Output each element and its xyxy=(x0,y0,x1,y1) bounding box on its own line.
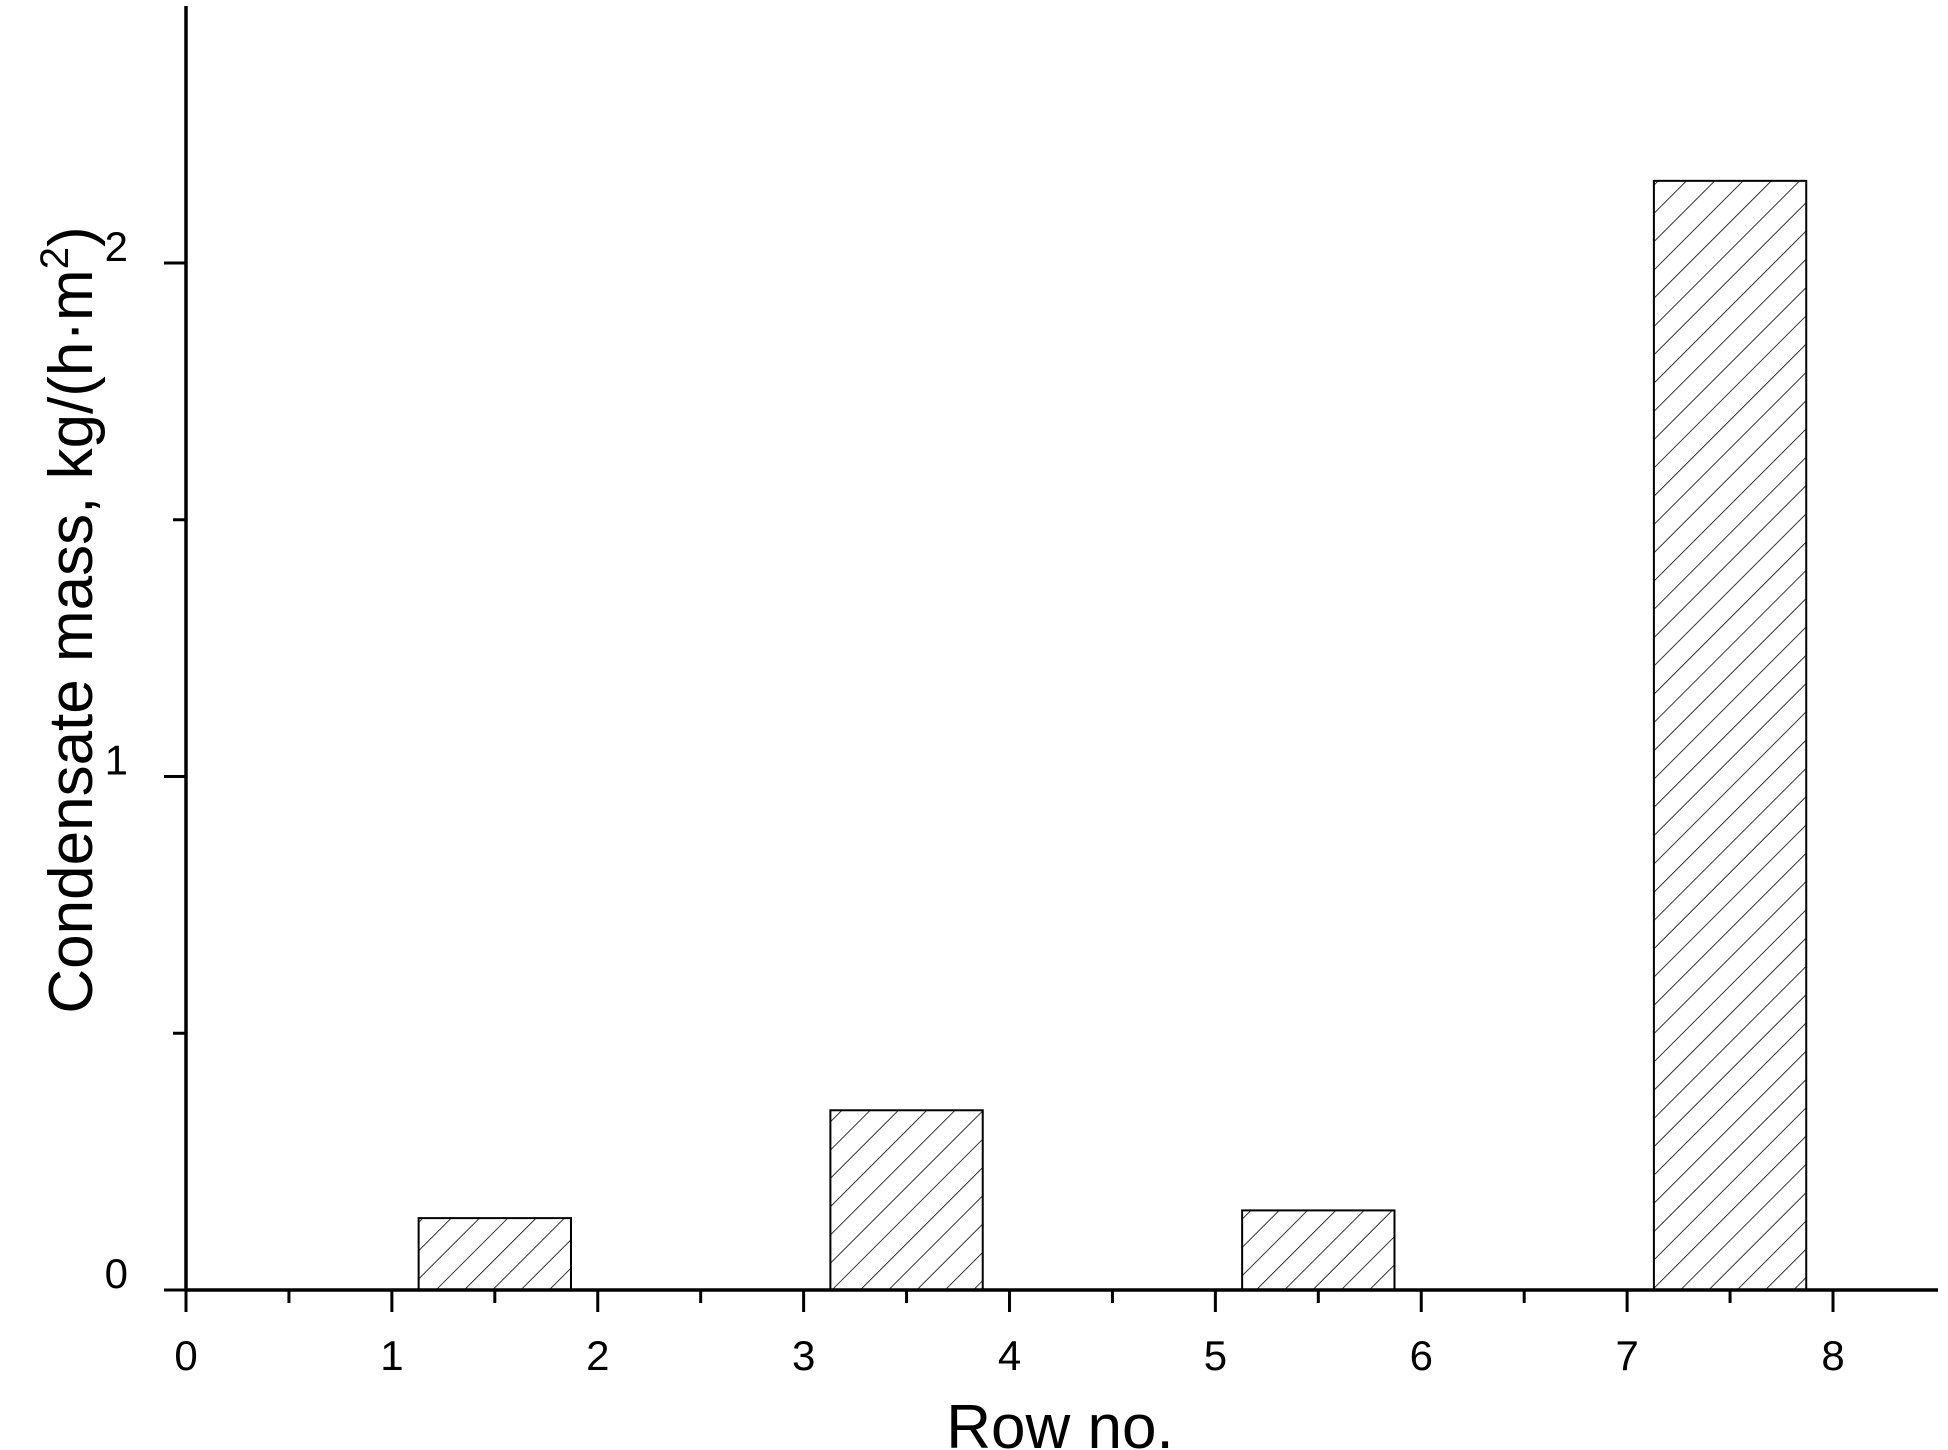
y-axis-title: Condensate mass, kg/(h·m2) xyxy=(33,226,106,1013)
x-axis-title: Row no. xyxy=(946,1393,1173,1450)
y-axis-title-superscript: 2 xyxy=(33,247,77,269)
y-axis-title-close: ) xyxy=(37,226,106,247)
y-tick-label-1: 1 xyxy=(105,737,128,784)
y-axis-title-main: Condensate mass, kg/(h·m xyxy=(37,269,106,1013)
x-tick-label-4: 4 xyxy=(998,1332,1021,1379)
x-tick-label-1: 1 xyxy=(380,1332,403,1379)
bars-layer xyxy=(417,179,1808,1292)
x-tick-label-0: 0 xyxy=(174,1332,197,1379)
x-tick-label-3: 3 xyxy=(792,1332,815,1379)
bar-1 xyxy=(417,1217,572,1291)
x-tick-label-5: 5 xyxy=(1204,1332,1227,1379)
x-tick-label-2: 2 xyxy=(586,1332,609,1379)
bar-2 xyxy=(829,1109,984,1292)
bar-3 xyxy=(1241,1209,1396,1291)
x-tick-label-7: 7 xyxy=(1615,1332,1638,1379)
bar-4 xyxy=(1652,179,1808,1292)
x-tick-label-8: 8 xyxy=(1821,1332,1844,1379)
y-tick-label-0: 0 xyxy=(105,1250,128,1297)
y-tick-label-2: 2 xyxy=(105,223,128,270)
axes-layer: 0 1 2 3 4 5 6 7 8 0 1 2 xyxy=(105,6,1938,1379)
x-tick-label-6: 6 xyxy=(1410,1332,1433,1379)
